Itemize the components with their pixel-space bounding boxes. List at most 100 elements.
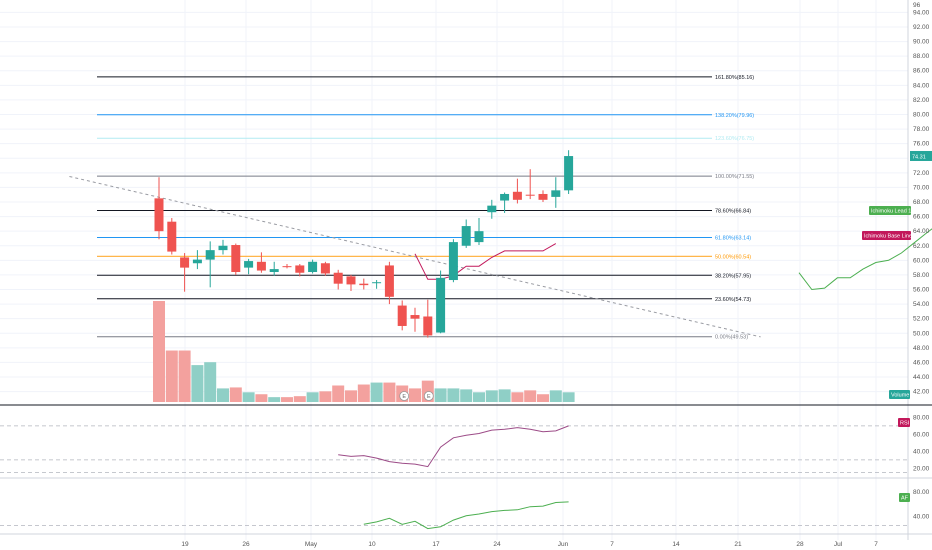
volume-bar [473,392,485,402]
candle [564,150,574,194]
candle-body [256,261,266,271]
earnings-flag-label: E [402,394,406,400]
price-axis[interactable]: 42.00 44.00 46.00 48.00 50.00 52.00 54.00 56.00… [910,0,932,396]
ichimoku-lead1-badge-label: Ichimoku Lead 1 [871,209,911,215]
price-tick-label: 80.00 [913,111,930,118]
price-tick-label: 44.00 [913,374,930,381]
volume-bar [255,394,268,402]
candle-body [512,191,522,200]
ichimoku-base-badge-bg [862,231,911,240]
candle-body [244,261,254,268]
volume-bar [204,362,217,402]
volume-bar [549,390,562,402]
candle [308,259,318,274]
price-tick-label: 56.00 [913,287,930,294]
volume-bar [434,388,447,402]
volume-bar [165,350,178,402]
candle [154,177,164,240]
candle-body [423,316,433,336]
price-tick-label: 86.00 [913,68,930,75]
candle-body [564,156,574,191]
candle [244,258,254,275]
candle [448,239,458,283]
price-tick-label: 42.00 [913,389,930,396]
volume-badge-label: Volume [891,393,909,399]
candle-body [448,242,458,281]
earnings-flag [423,391,434,401]
fib-level-label: 138.20%(79.96) [715,113,754,119]
candle [384,261,394,305]
volume-badge-bg [889,390,910,399]
volume-bar [498,389,511,402]
ichimoku-lead1-badge-bg [869,206,911,215]
candle [256,252,266,273]
ichimoku-lead1-line [798,228,932,291]
candle [192,250,202,270]
fib-level-label: 38.20%(57.95) [715,273,751,279]
time-tick-label: 14 [672,541,680,548]
fib-level-label: 161.80%(85.16) [715,75,754,81]
rsi-badge-bg [898,418,910,427]
candle-body [538,193,548,200]
candle-body [410,315,420,319]
ichimoku-lead1-badge: Ichimoku Lead 1 [869,206,911,215]
volume-badge: Volume [889,390,910,399]
volume-bar [332,385,345,402]
rsi-line [338,425,569,468]
candle [474,218,484,246]
candle-body [167,221,177,252]
price-tick-label: 54.00 [913,301,930,308]
volume-bar [537,394,549,402]
candle [282,263,292,269]
candle-body [551,190,561,197]
fibonacci-retracement[interactable]: 161.80%(85.16) 138.20%(79.96) 123.60%(76.7… [97,75,754,341]
trendline[interactable] [69,175,761,338]
candle [218,239,228,255]
candle-body [461,226,471,246]
second_indicator-tick-label: 40.00 [913,513,930,520]
second-indicator-badge-label: AF [901,496,909,502]
candle [410,307,420,332]
price-tick-label: 46.00 [913,359,930,366]
price-tick-label: 48.00 [913,345,930,352]
price-tick-label: 82.00 [913,97,930,104]
second-indicator-badge-bg [899,493,910,502]
price-tick-label: 68.00 [913,199,930,206]
time-tick-label: 28 [796,541,804,548]
candle-body [359,283,369,286]
rsi-tick-label: 20.00 [913,465,930,472]
candle-body [154,198,164,232]
candle-body [218,245,228,251]
price-tick-label: 94.00 [913,9,930,16]
volume-bar [217,388,229,402]
candle-body [372,282,382,284]
candle [500,192,510,213]
second_indicator-line [363,501,569,530]
price-tick-label: 84.00 [913,82,930,89]
candle-body [525,194,535,196]
candle-body [346,276,356,285]
time-tick-label: 17 [432,541,440,548]
time-tick-label: 26 [242,541,250,548]
trendline-line [69,175,761,338]
price-tick-label: 88.00 [913,53,930,60]
candle-body [397,305,407,326]
volume-bar [409,388,421,402]
candle [436,270,446,334]
candle-body [320,263,330,274]
last-price-value: 74.31 [912,154,926,160]
candle [372,280,382,289]
volume-bar [153,301,165,402]
time-tick-label: 19 [181,541,189,548]
candle-body [180,257,190,268]
price-tick-label: 78.00 [913,126,930,133]
indicator-panes: 20.00 40.00 60.00 80.00 40.00 80.00 [0,414,930,530]
rsi-badge: RSI [898,418,910,427]
candle [423,299,433,338]
price-tick-label: 92.00 [913,24,930,31]
candle [551,177,561,208]
time-axis[interactable]: 19 26 May 10 17 24 Jun 7 14 21 28 Jul 7 [181,541,878,548]
volume-bar [178,350,191,402]
candle-body [487,205,497,213]
